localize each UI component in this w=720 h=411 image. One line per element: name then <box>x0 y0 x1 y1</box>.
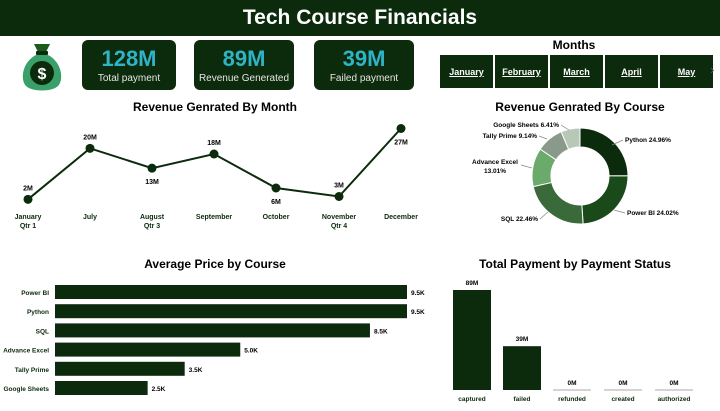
leader-line <box>520 164 533 169</box>
data-label: 8.5K <box>374 328 388 335</box>
data-label: 18M <box>207 140 221 147</box>
data-label: 2M <box>23 185 33 192</box>
kpi-failed-payment: 39M Failed payment <box>314 40 414 90</box>
y-tick-label: Power BI <box>21 290 49 297</box>
bar <box>55 381 148 395</box>
data-label: 0M <box>618 380 627 387</box>
x-tick-label: November <box>322 214 357 221</box>
x-tick-label: created <box>611 396 634 403</box>
data-label: 13M <box>145 179 159 186</box>
kpi-label: Revenue Generated <box>198 73 290 84</box>
leader-line <box>539 211 549 220</box>
data-label: 3.5K <box>189 367 203 374</box>
bar <box>55 285 407 299</box>
kpi-label: Failed payment <box>329 73 399 84</box>
bar <box>55 323 370 338</box>
line-chart-title: Revenue Genrated By Month <box>132 100 298 114</box>
data-point <box>334 192 344 201</box>
data-label: 5.0K <box>244 348 258 355</box>
data-label: 0M <box>669 380 678 387</box>
leader-line <box>538 135 548 140</box>
kpi-value: 39M <box>342 46 386 71</box>
y-tick-label: SQL <box>36 328 49 335</box>
kpi-value: 128M <box>101 46 157 71</box>
data-point <box>23 194 33 204</box>
donut-slice <box>579 127 629 177</box>
data-point <box>396 124 406 133</box>
slice-label: Advance Excel <box>472 159 518 166</box>
donut-chart-title: Revenue Genrated By Course <box>495 100 665 114</box>
data-point <box>209 149 219 159</box>
chevron-right-icon[interactable]: › <box>710 62 715 77</box>
slice-label: Python 24.96% <box>625 137 671 144</box>
data-point <box>85 143 95 153</box>
leader-line <box>560 124 570 131</box>
data-label: 39M <box>516 336 529 343</box>
data-point <box>147 163 157 173</box>
x-tick-label: Qtr 1 <box>20 223 36 230</box>
bar <box>453 290 491 390</box>
data-label: 9.5K <box>411 309 425 316</box>
y-tick-label: Python <box>27 309 49 316</box>
y-tick-label: Google Sheets <box>3 386 49 393</box>
slice-label: SQL 22.46% <box>501 216 538 223</box>
bar <box>503 346 541 390</box>
x-tick-label: failed <box>514 396 531 403</box>
data-label: 2.5K <box>152 386 166 393</box>
kpi-total-payment: 128M Total payment <box>82 40 176 90</box>
month-button-january[interactable]: January <box>440 55 493 88</box>
donut-slice <box>581 175 629 225</box>
svg-text:$: $ <box>38 66 47 83</box>
money-bag-icon: $ <box>22 44 62 91</box>
x-tick-label: January <box>15 214 42 221</box>
month-button-april[interactable]: April <box>605 55 658 88</box>
bar <box>55 342 241 357</box>
bar <box>55 304 407 319</box>
data-label: 20M <box>83 134 97 141</box>
slice-label: Power BI 24.02% <box>627 210 679 217</box>
bar <box>55 361 185 376</box>
data-label: 27M <box>394 140 408 147</box>
y-tick-label: Tally Prime <box>15 367 50 374</box>
x-tick-label: July <box>83 214 97 221</box>
data-label: 0M <box>567 380 576 387</box>
x-tick-label: Qtr 3 <box>144 223 160 230</box>
kpi-revenue-generated: 89M Revenue Generated <box>194 40 294 90</box>
months-slicer: January February March April May <box>440 55 715 88</box>
data-point <box>271 183 281 193</box>
x-tick-label: October <box>263 214 290 221</box>
x-tick-label: captured <box>458 396 485 403</box>
month-button-march[interactable]: March <box>550 55 603 88</box>
months-slicer-title: Months <box>552 38 596 52</box>
x-tick-label: September <box>196 214 232 221</box>
x-tick-label: December <box>384 214 418 221</box>
x-tick-label: Qtr 4 <box>331 223 347 230</box>
kpi-label: Total payment <box>97 73 161 84</box>
hbar-chart-title: Average Price by Course <box>144 257 286 271</box>
column-chart-title: Total Payment by Payment Status <box>479 257 671 271</box>
x-tick-label: authorized <box>658 396 691 403</box>
dashboard-title: Tech Course Financials <box>0 0 720 36</box>
x-tick-label: refunded <box>558 396 586 403</box>
slice-label: Tally Prime 9.14% <box>483 133 538 140</box>
data-label: 89M <box>466 280 479 287</box>
leader-line <box>611 139 624 146</box>
leader-line <box>613 209 626 214</box>
x-tick-label: August <box>140 214 165 221</box>
data-label: 9.5K <box>411 290 425 297</box>
month-button-may[interactable]: May <box>660 55 713 88</box>
kpi-value: 89M <box>222 46 266 71</box>
data-label: 6M <box>271 199 281 206</box>
y-tick-label: Advance Excel <box>3 348 49 355</box>
donut-slice <box>532 181 584 225</box>
slice-label: 13.01% <box>484 168 506 175</box>
data-label: 3M <box>334 183 344 190</box>
slice-label: Google Sheets 6.41% <box>493 122 559 129</box>
donut-slice <box>560 127 581 150</box>
month-button-february[interactable]: February <box>495 55 548 88</box>
